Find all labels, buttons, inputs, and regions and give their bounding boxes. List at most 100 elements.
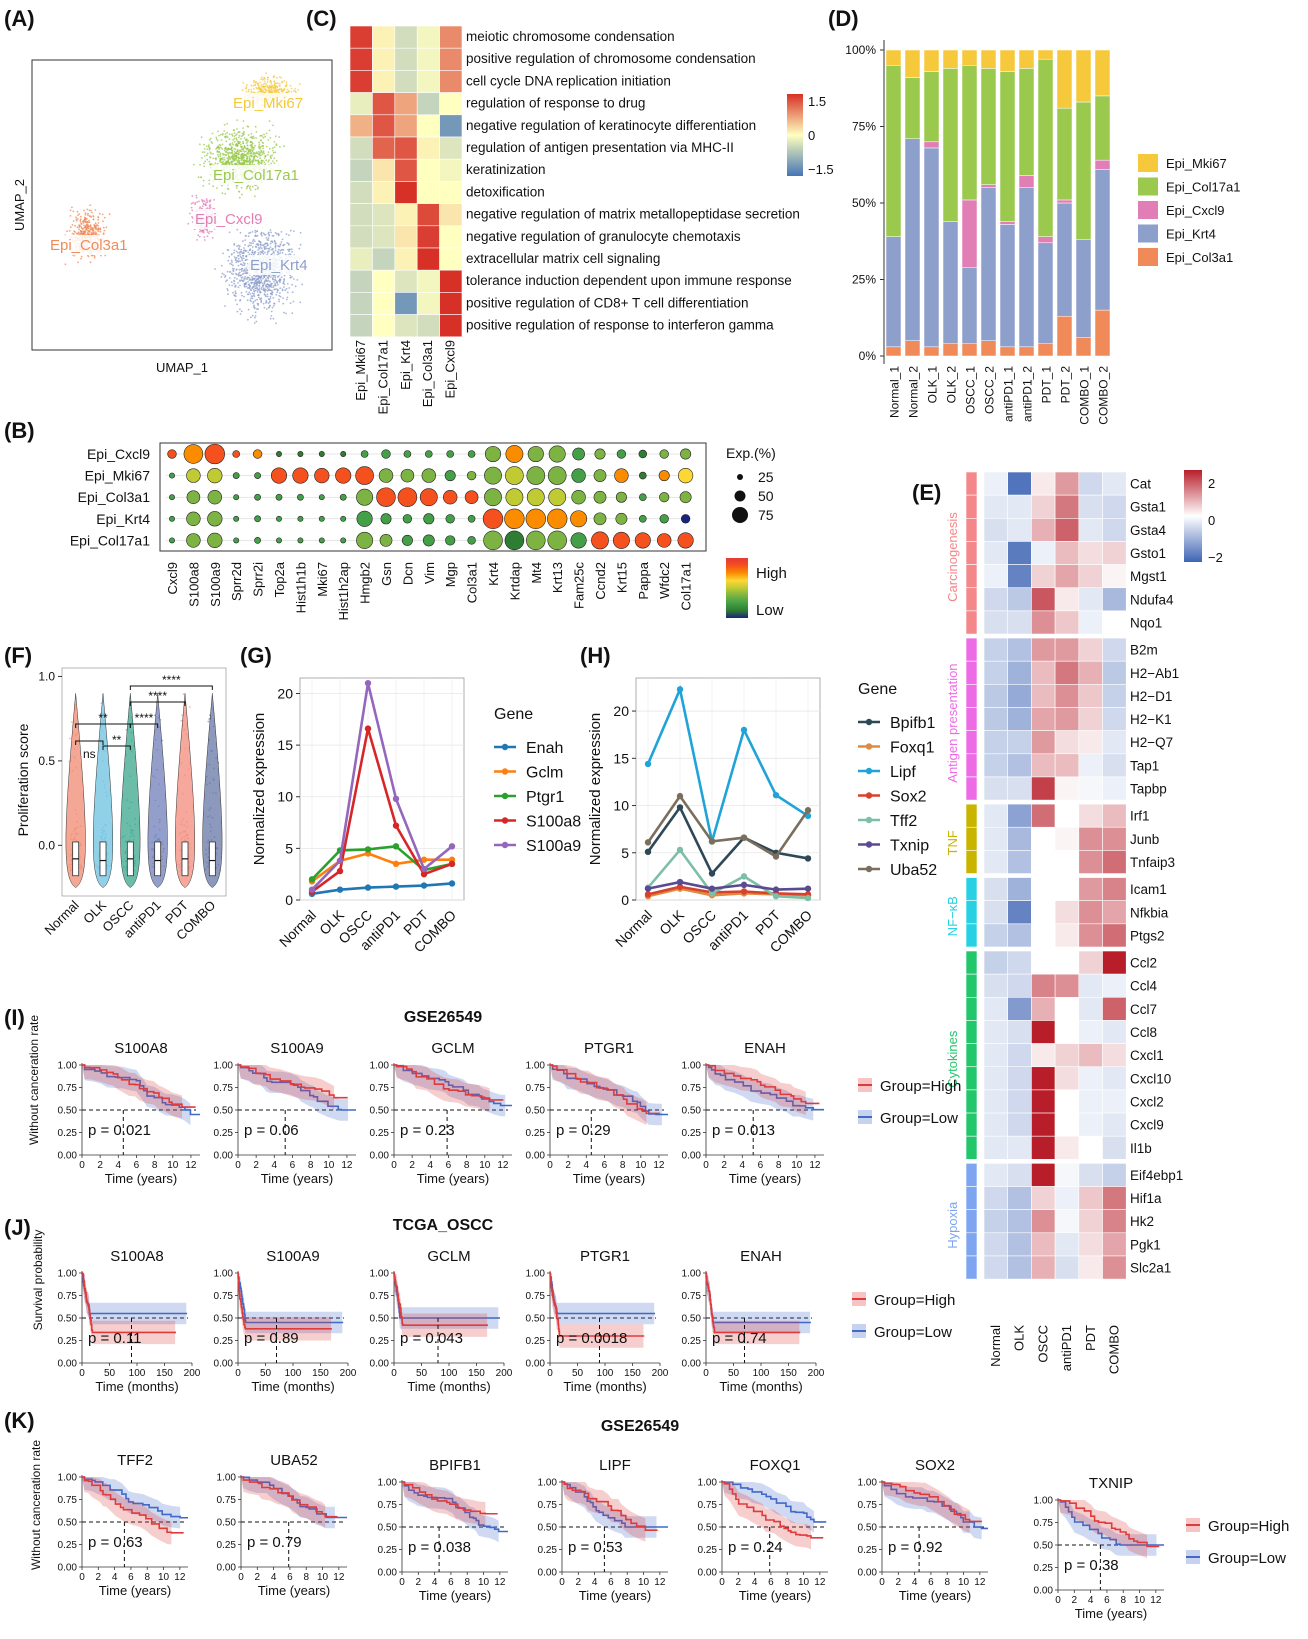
heatmap-cell <box>1102 923 1127 948</box>
cluster-label: Epi_Col3a1 <box>50 237 128 254</box>
x-tick-label: 6 <box>446 1160 452 1171</box>
heatmap-cell <box>394 47 418 71</box>
gene-label: Il1b <box>1130 1141 1152 1156</box>
umap-point <box>230 259 233 262</box>
dotplot-dot <box>634 532 651 549</box>
umap-point <box>74 224 76 227</box>
umap-point <box>203 239 206 241</box>
heatmap-cell <box>983 494 1009 519</box>
legend-swatch <box>1138 248 1158 266</box>
heatmap-cell <box>1078 1020 1103 1044</box>
umap-point <box>231 261 233 263</box>
stacked-bar-segment <box>1056 315 1073 357</box>
umap-point <box>85 221 87 224</box>
umap-point <box>75 216 77 219</box>
heatmap-cell <box>1054 803 1080 828</box>
umap-point <box>68 229 71 232</box>
gene-label: Cat <box>1130 477 1151 492</box>
umap-point <box>263 161 266 164</box>
umap-point <box>250 316 252 319</box>
x-tick-label: 10 <box>323 1160 335 1171</box>
umap-point <box>259 298 261 300</box>
umap-point <box>225 280 227 283</box>
umap-point <box>256 82 259 85</box>
umap-point <box>233 280 236 283</box>
umap-point <box>240 291 243 294</box>
colorbar-tick: 0 <box>808 128 815 143</box>
heatmap-cell <box>1031 900 1056 925</box>
umap-point <box>87 212 89 215</box>
size-legend-title: Exp.(%) <box>726 445 776 461</box>
umap-point <box>249 185 251 188</box>
series-point <box>772 791 780 799</box>
umap-point <box>90 232 93 234</box>
umap-point <box>214 162 217 165</box>
umap-point <box>233 251 235 254</box>
umap-point <box>259 157 261 160</box>
heatmap-cell <box>1031 1020 1056 1044</box>
series-point <box>336 857 344 864</box>
panel-label: (B) <box>4 418 35 443</box>
umap-point <box>272 286 275 289</box>
gene-label: H2−D1 <box>1130 689 1172 704</box>
legend-label: Tff2 <box>890 813 917 830</box>
umap-point <box>247 90 250 93</box>
umap-point <box>231 253 233 255</box>
heatmap-cell <box>1054 1163 1080 1187</box>
y-tick-label: 0.50 <box>58 1314 78 1325</box>
umap-point <box>273 162 276 165</box>
umap-point <box>69 215 72 217</box>
dotplot-dot <box>421 468 436 483</box>
umap-point <box>223 153 226 156</box>
y-tick-label: 1.00 <box>682 1061 702 1072</box>
x-tick-label: 12 <box>809 1160 821 1171</box>
umap-point <box>257 304 260 306</box>
legend-title: Gene <box>858 681 897 698</box>
umap-point <box>274 135 277 138</box>
umap-point <box>208 200 211 202</box>
umap-point <box>87 230 90 232</box>
y-tick-label: 1.0 <box>38 669 55 683</box>
umap-point <box>286 296 289 299</box>
stacked-bar-segment <box>1056 49 1073 109</box>
km-gene-title: GCLM <box>427 1248 470 1265</box>
umap-point <box>230 272 233 275</box>
heatmap-cell <box>1031 660 1056 685</box>
umap-point <box>77 261 79 264</box>
umap-point <box>258 287 261 290</box>
heatmap-cell <box>394 247 418 271</box>
umap-point <box>253 304 255 307</box>
y-tick-label: 1.00 <box>58 1061 78 1072</box>
umap-point <box>261 89 263 92</box>
x-tick-label: 10 <box>167 1160 179 1171</box>
umap-point <box>283 87 286 90</box>
umap-point <box>254 280 257 282</box>
series-point <box>364 846 372 853</box>
y-tick-label: 0.75 <box>378 1500 398 1511</box>
stacked-bar-segment <box>1094 159 1111 170</box>
umap-point <box>233 129 236 132</box>
series-point <box>676 804 684 811</box>
umap-point <box>257 275 259 278</box>
umap-point <box>274 231 277 234</box>
group-bar-cell <box>965 753 978 778</box>
series-point <box>740 873 748 880</box>
umap-point <box>71 232 74 235</box>
x-tick-label: 100 <box>441 1368 458 1379</box>
y-tick-label: 1.00 <box>217 1473 237 1484</box>
x-tick-label: PDT_2 <box>1059 366 1073 404</box>
y-tick-label: 1.00 <box>378 1478 398 1489</box>
heatmap-cell <box>439 269 463 293</box>
heatmap-cell <box>349 25 373 49</box>
umap-point <box>206 235 209 238</box>
umap-point <box>247 152 249 154</box>
heatmap-cell <box>983 850 1009 874</box>
umap-point <box>250 144 253 147</box>
umap-point <box>229 144 232 147</box>
heatmap-cell <box>1054 1186 1080 1210</box>
umap-point <box>256 291 259 293</box>
umap-point <box>262 302 265 305</box>
heatmap-cell <box>983 1232 1009 1257</box>
heatmap-cell <box>1054 684 1080 708</box>
stacked-bar-segment <box>923 141 940 149</box>
